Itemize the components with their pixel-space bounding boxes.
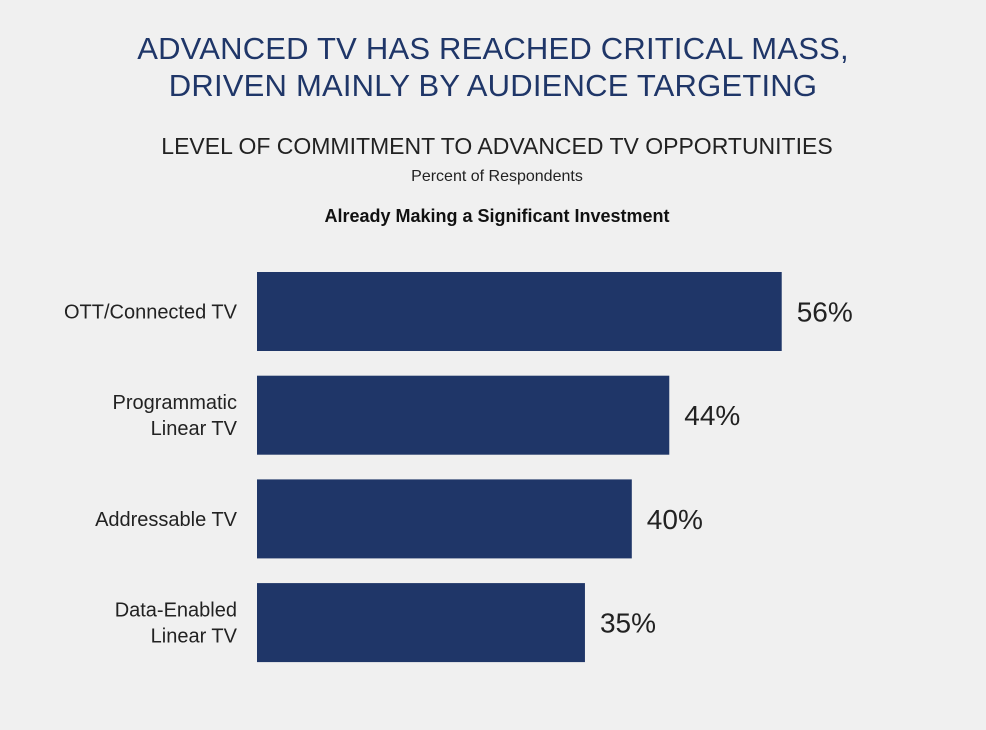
bar-2 xyxy=(257,375,670,455)
category-label-1: OTT/Connected TV xyxy=(64,302,238,324)
bar-1 xyxy=(257,272,782,351)
category-label-2-line-1: Programmatic xyxy=(113,392,237,414)
series-group-label: Already Making a Significant Investment xyxy=(324,206,670,226)
category-label-4-line-2: Linear TV xyxy=(151,626,238,648)
category-label-1-line-1: OTT/Connected TV xyxy=(64,302,238,324)
category-label-3: Addressable TV xyxy=(95,509,238,531)
bar-value-label-2: 44% xyxy=(684,400,740,431)
category-label-2-line-2: Linear TV xyxy=(151,418,238,440)
category-label-3-line-1: Addressable TV xyxy=(95,509,238,531)
category-label-4: Data-Enabled Linear TV xyxy=(115,600,238,648)
chart-title-line-1: ADVANCED TV HAS REACHED CRITICAL MASS, xyxy=(137,31,849,66)
chart-title-line-2: DRIVEN MAINLY BY AUDIENCE TARGETING xyxy=(168,68,818,103)
chart-subtitle: LEVEL OF COMMITMENT TO ADVANCED TV OPPOR… xyxy=(161,133,833,159)
bar-4 xyxy=(257,583,585,663)
bar-value-label-3: 40% xyxy=(647,504,703,535)
category-label-4-line-1: Data-Enabled xyxy=(115,600,237,622)
chart-title: ADVANCED TV HAS REACHED CRITICAL MASS, D… xyxy=(0,30,986,104)
bar-value-label-4: 35% xyxy=(600,608,656,639)
bar-value-label-1: 56% xyxy=(797,297,853,328)
unit-label: Percent of Respondents xyxy=(411,168,583,185)
category-label-2: Programmatic Linear TV xyxy=(113,392,238,440)
bar-3 xyxy=(257,479,632,559)
